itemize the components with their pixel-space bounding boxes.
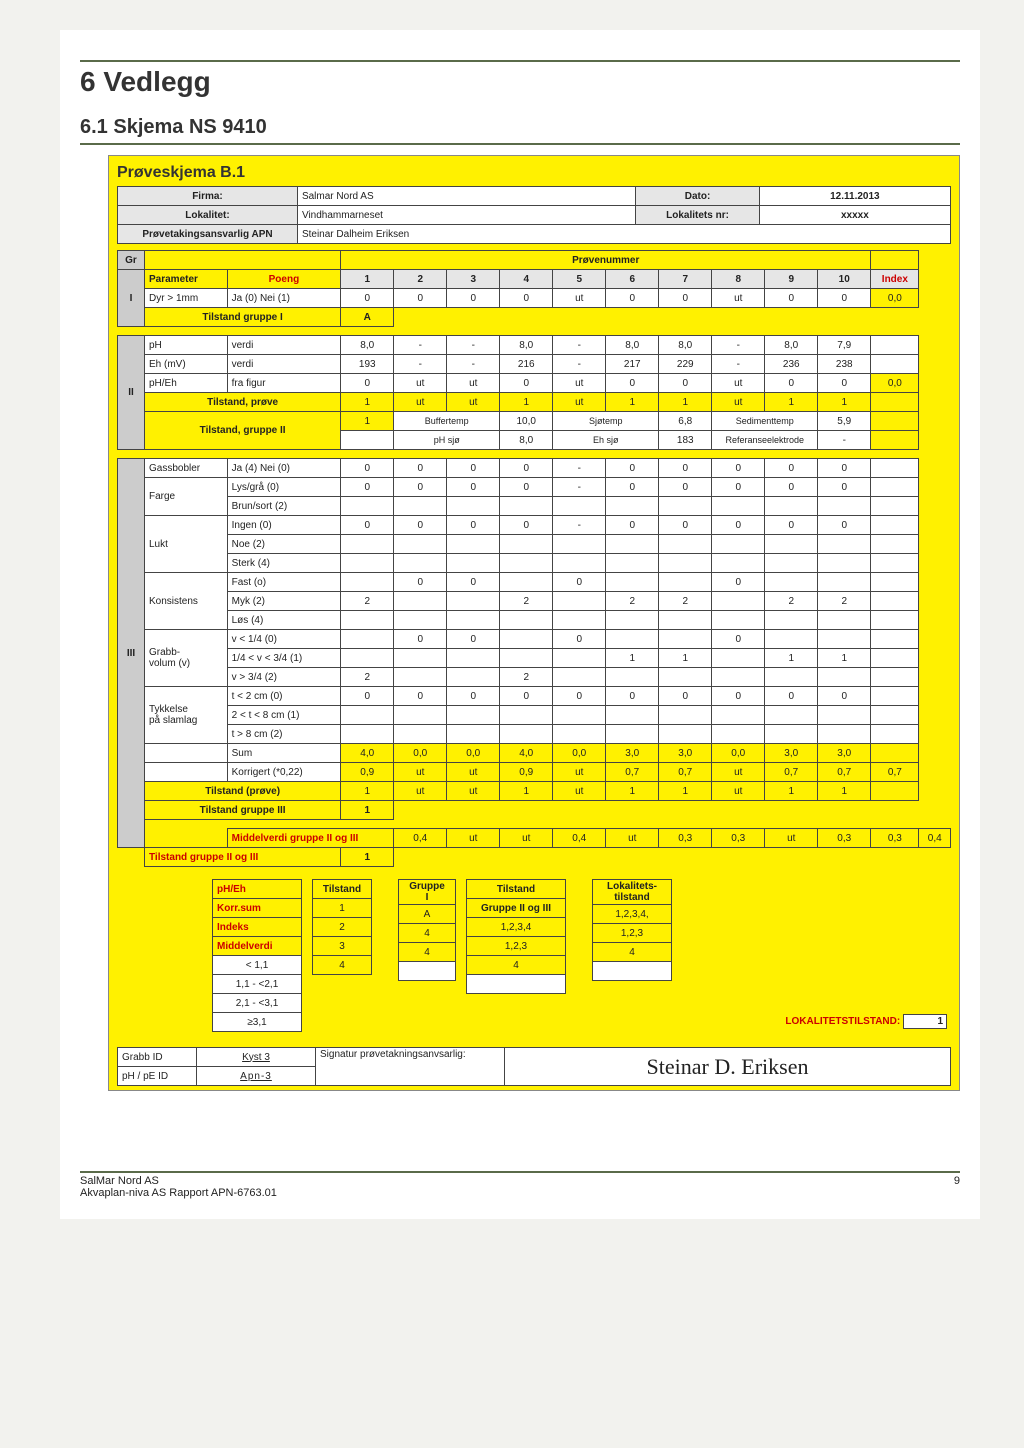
footer-line1: SalMar Nord AS	[80, 1175, 277, 1187]
dato-label: Dato:	[636, 187, 759, 206]
sig-label: Signatur prøvetakningsanvsarlig:	[316, 1048, 505, 1086]
firma-value: Salmar Nord AS	[297, 187, 635, 206]
form-container: Prøveskjema B.1 Firma: Salmar Nord AS Da…	[108, 155, 960, 1091]
grabb-id-value: Kyst 3	[197, 1048, 316, 1067]
legend-loktil: Lokalitets- tilstand1,2,3,4,1,2,34	[592, 879, 672, 981]
legend-gruppe: Gruppe IA44	[398, 879, 456, 981]
firma-label: Firma:	[118, 187, 298, 206]
grabb-id-label: Grabb ID	[118, 1048, 197, 1067]
lokalitet-label: Lokalitet:	[118, 206, 298, 225]
legend-g23: TilstandGruppe II og III1,2,3,41,2,34	[466, 879, 566, 994]
phpe-id-value: Apn-3	[197, 1067, 316, 1086]
lokalitetsnr-value: xxxxx	[759, 206, 950, 225]
heading-1: 6 Vedlegg	[80, 60, 960, 98]
lokalitet-value: Vindhammarneset	[297, 206, 635, 225]
main-grid: GrPrøvenummerIParameterPoeng12345678910I…	[117, 250, 951, 867]
lokaltilstand-value: 1	[903, 1014, 947, 1029]
form-title: Prøveskjema B.1	[117, 164, 951, 182]
footer-line2: Akvaplan-niva AS Rapport APN-6763.01	[80, 1187, 277, 1199]
heading-2: 6.1 Skjema NS 9410	[80, 116, 960, 139]
phpe-id-label: pH / pE ID	[118, 1067, 197, 1086]
dato-value: 12.11.2013	[759, 187, 950, 206]
ansvarlig-label: Prøvetakingsansvarlig APN	[118, 225, 298, 244]
page-number: 9	[954, 1175, 960, 1199]
legend-left: pH/EhKorr.sumIndeksMiddelverdi< 1,11,1 -…	[212, 879, 302, 1032]
ansvarlig-value: Steinar Dalheim Eriksen	[297, 225, 950, 244]
lokaltilstand-label: LOKALITETSTILSTAND:	[785, 1016, 900, 1027]
lokalitetsnr-label: Lokalitets nr:	[636, 206, 759, 225]
legend-tilstand: Tilstand1234	[312, 879, 372, 975]
signature: Steinar D. Eriksen	[505, 1048, 951, 1086]
